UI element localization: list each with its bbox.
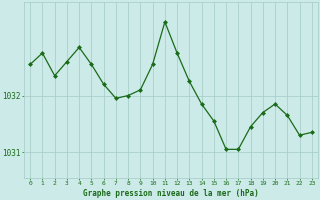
X-axis label: Graphe pression niveau de la mer (hPa): Graphe pression niveau de la mer (hPa) (83, 189, 259, 198)
